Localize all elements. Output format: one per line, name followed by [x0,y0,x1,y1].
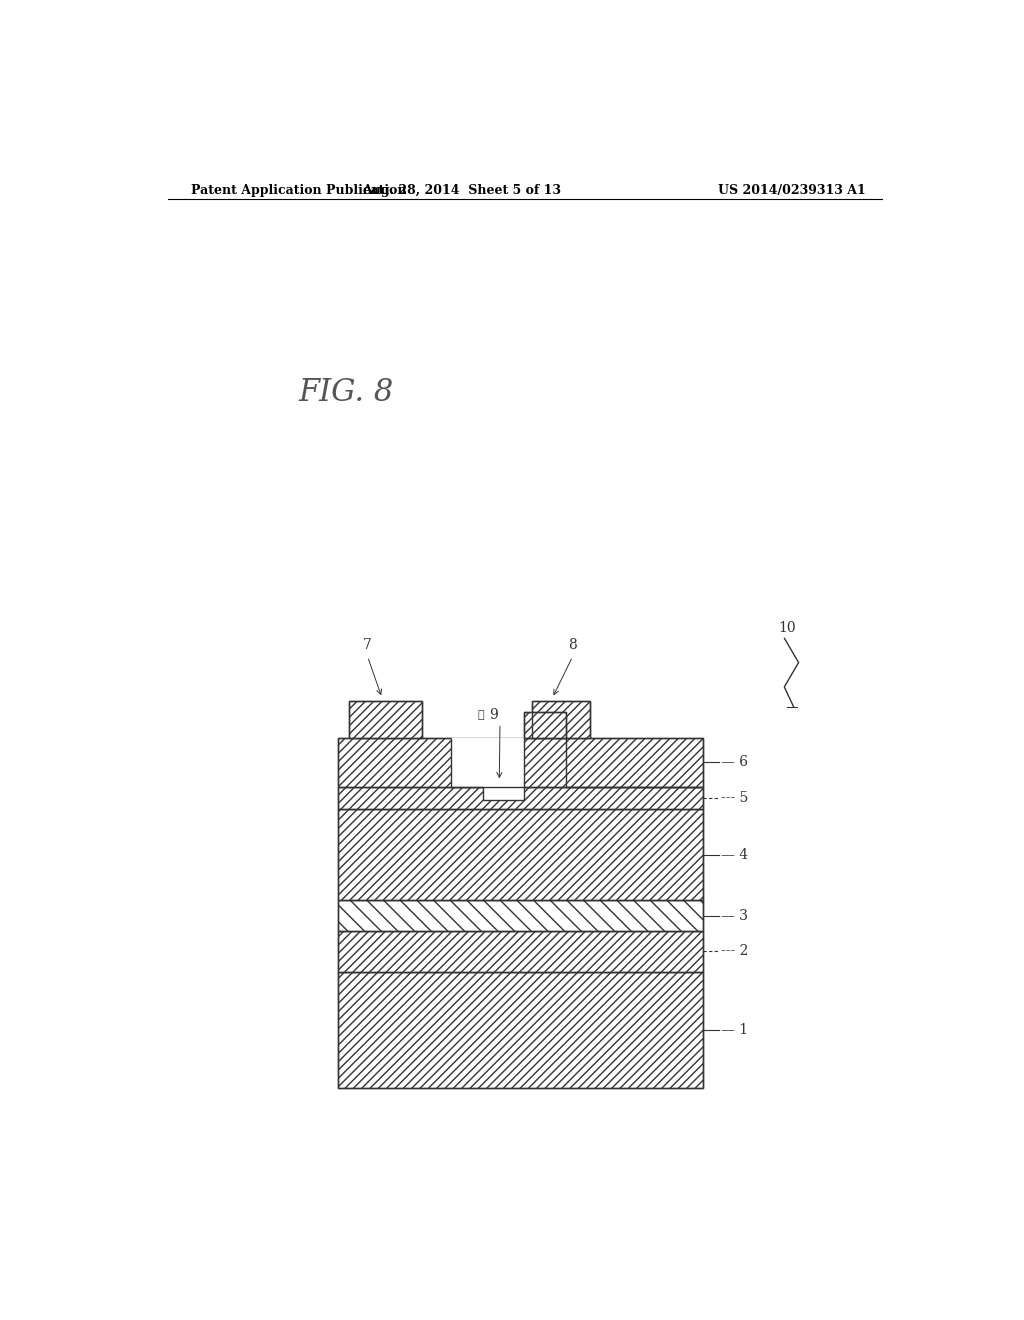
Text: — 1: — 1 [721,1023,748,1038]
Text: 〈: 〈 [477,710,484,721]
Bar [338,900,703,931]
Bar [338,931,703,972]
Text: 10: 10 [779,622,797,635]
Bar [482,738,524,800]
Text: US 2014/0239313 A1: US 2014/0239313 A1 [718,183,866,197]
Text: FIG. 8: FIG. 8 [299,378,394,408]
Text: --- 5: --- 5 [721,791,749,805]
Text: Aug. 28, 2014  Sheet 5 of 13: Aug. 28, 2014 Sheet 5 of 13 [361,183,561,197]
Bar [531,701,590,738]
Text: 8: 8 [568,639,578,652]
Text: 9: 9 [488,709,498,722]
Bar [338,809,703,900]
Bar [338,787,703,809]
Bar [338,738,703,787]
Bar [338,972,703,1089]
Text: — 3: — 3 [721,908,748,923]
Bar [524,711,566,738]
Text: Patent Application Publication: Patent Application Publication [191,183,407,197]
Text: 7: 7 [364,639,372,652]
Text: — 4: — 4 [721,847,748,862]
Text: --- 2: --- 2 [721,944,749,958]
Bar [452,738,482,787]
Bar [349,701,422,738]
Text: — 6: — 6 [721,755,748,770]
